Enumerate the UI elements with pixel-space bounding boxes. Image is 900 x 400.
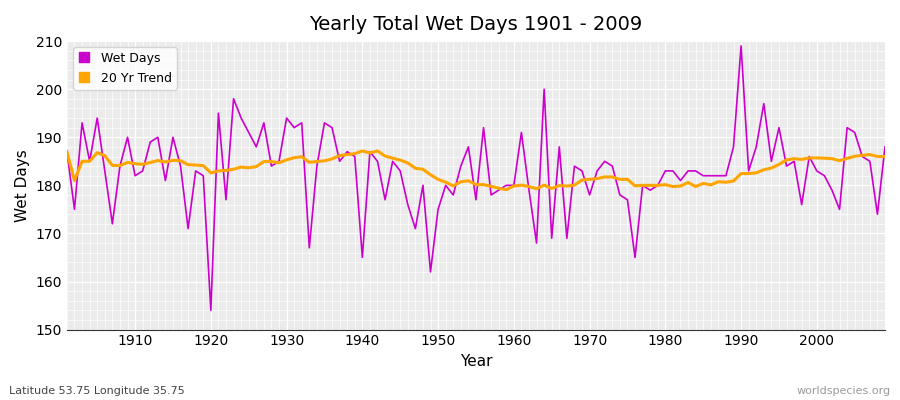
20 Yr Trend xyxy=(516,183,526,188)
Wet Days xyxy=(879,144,890,149)
Text: worldspecies.org: worldspecies.org xyxy=(796,386,891,396)
20 Yr Trend xyxy=(357,148,368,153)
Wet Days xyxy=(607,164,617,168)
Wet Days xyxy=(516,130,526,135)
Wet Days xyxy=(61,149,72,154)
20 Yr Trend xyxy=(524,184,535,189)
Wet Days xyxy=(508,183,519,188)
Line: Wet Days: Wet Days xyxy=(67,46,885,310)
20 Yr Trend xyxy=(289,155,300,160)
Wet Days xyxy=(122,135,133,140)
20 Yr Trend xyxy=(615,177,626,182)
X-axis label: Year: Year xyxy=(460,354,492,369)
Y-axis label: Wet Days: Wet Days xyxy=(15,149,30,222)
Text: Latitude 53.75 Longitude 35.75: Latitude 53.75 Longitude 35.75 xyxy=(9,386,184,396)
20 Yr Trend xyxy=(122,160,133,165)
Line: 20 Yr Trend: 20 Yr Trend xyxy=(67,151,885,190)
Wet Days xyxy=(296,120,307,125)
20 Yr Trend xyxy=(879,154,890,159)
20 Yr Trend xyxy=(501,187,512,192)
Title: Yearly Total Wet Days 1901 - 2009: Yearly Total Wet Days 1901 - 2009 xyxy=(310,15,643,34)
Wet Days xyxy=(735,44,746,48)
Wet Days xyxy=(205,308,216,313)
Wet Days xyxy=(342,149,353,154)
Legend: Wet Days, 20 Yr Trend: Wet Days, 20 Yr Trend xyxy=(73,47,176,90)
20 Yr Trend xyxy=(334,153,345,158)
20 Yr Trend xyxy=(61,149,72,154)
